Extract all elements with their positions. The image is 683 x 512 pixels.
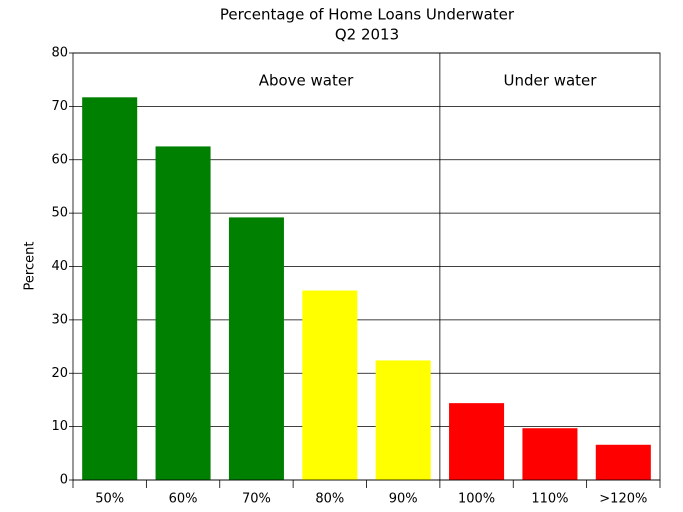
- y-tick-label: 20: [51, 366, 68, 381]
- x-tick-label: 70%: [242, 492, 271, 507]
- bar: [522, 428, 578, 480]
- y-tick-label: 70: [51, 99, 68, 114]
- chart-subtitle: Q2 2013: [335, 26, 399, 44]
- x-tick-label: 60%: [169, 492, 198, 507]
- chart-title: Percentage of Home Loans Underwater: [220, 6, 515, 24]
- x-tick-label: 50%: [95, 492, 124, 507]
- y-tick-label: 50: [51, 206, 68, 221]
- y-axis-label: Percent: [23, 242, 38, 291]
- annotation: Under water: [504, 72, 598, 90]
- x-tick-label: >120%: [599, 492, 647, 507]
- x-tick-label: 110%: [531, 492, 568, 507]
- y-tick-label: 60: [51, 152, 68, 167]
- x-tick-label: 90%: [389, 492, 418, 507]
- bar: [302, 290, 358, 480]
- bar: [595, 444, 651, 480]
- x-tick-label: 80%: [315, 492, 344, 507]
- annotation: Above water: [259, 72, 354, 90]
- y-tick-label: 40: [51, 259, 68, 274]
- bar: [228, 217, 284, 480]
- bar: [449, 403, 505, 480]
- bar: [375, 360, 431, 480]
- y-tick-label: 30: [51, 312, 68, 327]
- y-tick-label: 80: [51, 46, 68, 61]
- y-tick-label: 0: [60, 473, 68, 488]
- x-tick-label: 100%: [458, 492, 495, 507]
- bar: [82, 97, 138, 481]
- y-tick-label: 10: [51, 419, 68, 434]
- bar: [155, 146, 211, 480]
- plot-frame: [72, 52, 661, 481]
